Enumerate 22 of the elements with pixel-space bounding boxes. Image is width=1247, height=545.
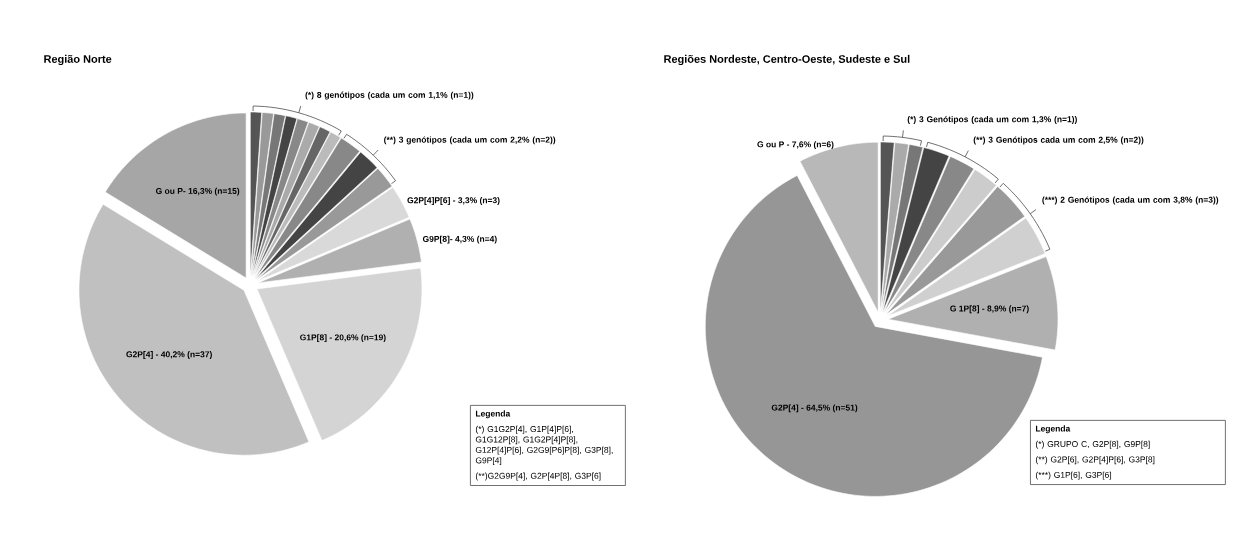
text: (***) 2 Genótipos (cada um com 3,8% (n=3)) <box>1042 196 1219 205</box>
text: (**) G2P[6], G2P[4]P[6], G3P[8] <box>1035 456 1155 465</box>
slice-label: G9P[8]- 4,3% (n=4) <box>422 235 497 244</box>
text: (*) 3 Genótipos (cada um com 1,3% (n=1)) <box>907 115 1077 124</box>
slice-label: G 1P[8] - 8,9% (n=7) <box>950 305 1029 314</box>
text: (**) 3 genótipos (cada um com 2,2% (n=2)) <box>384 136 556 145</box>
text: Legenda <box>475 410 511 419</box>
text: (**)G2G9P[4], G2P[4P[8], G3P[6] <box>475 472 601 481</box>
chart-title: Regiões Nordeste, Centro-Oeste, Sudeste e Sul <box>664 54 910 66</box>
chart-title: Região Norte <box>44 54 112 66</box>
slice-label: G ou P- 16,3% (n=15) <box>155 187 240 196</box>
slice-label: G2P[4] - 40,2% (n=37) <box>126 351 212 359</box>
text: (*) 8 genótipos (cada um com 1,1% (n=1)) <box>305 91 474 100</box>
slice-label: G2P[4] - 64,5% (n=51) <box>771 404 858 413</box>
text: (***) G1P[6], G3P[6] <box>1035 471 1112 480</box>
text: (*) GRUPO C, G2P[8], G9P[8] <box>1035 440 1150 449</box>
text: Legenda <box>1035 425 1071 434</box>
text: (**) 3 Genótipos cada um com 2,5% (n=2)) <box>973 136 1144 145</box>
slice-label: G1P[8] - 20,6% (n=19) <box>300 334 386 343</box>
slice-label: G2P[4]P[6] - 3,3% (n=3) <box>407 197 500 205</box>
slice-label: G ou P - 7,6% (n=6) <box>757 141 834 150</box>
text: (*) G1G2P[4], G1P[4]P[6], G1G12P[8], G1G2P[4]P[8], G12P[4]P[6], G2G9[P6]P[8], G3P[8], G9P[4] <box>475 425 613 466</box>
